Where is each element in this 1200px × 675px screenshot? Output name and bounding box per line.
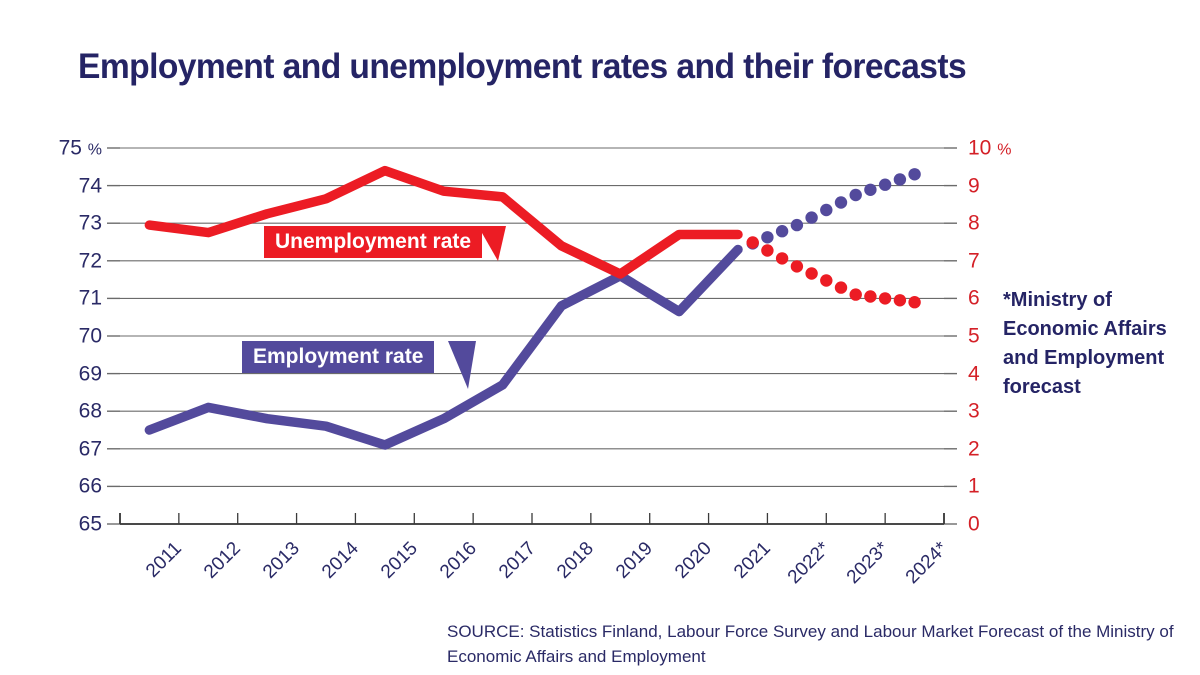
series-line-employment (144, 244, 743, 450)
axis-frame (119, 513, 945, 525)
forecast-dot (849, 188, 862, 202)
y-axis-right-tick-label: 7 (968, 249, 980, 273)
forecast-dot (908, 168, 921, 181)
y-axis-right-tick-label: 3 (968, 399, 980, 423)
forecast-dot (878, 178, 892, 191)
forecast-dot (864, 290, 877, 303)
y-axis-left-tick-label: 71 (78, 286, 102, 310)
forecast-dot (834, 196, 848, 209)
forecast-dot (805, 267, 818, 280)
series-layer (144, 165, 921, 450)
y-axis-right-tick-label: 4 (968, 362, 980, 386)
forecast-dot (805, 211, 818, 224)
y-axis-left-tick-label: 66 (78, 474, 102, 498)
y-axis-right-tick-label: 0 (968, 512, 980, 536)
forecast-dot (849, 288, 862, 301)
forecast-dot (893, 294, 907, 307)
callout-tails (448, 226, 506, 389)
y-axis-right-tick-label: 1 (968, 474, 980, 498)
forecast-dot (790, 218, 804, 232)
forecast-dot (775, 252, 789, 265)
y-axis-left-tick-label: 74 (78, 174, 102, 198)
y-axis-left-tick-label: 65 (78, 512, 102, 536)
y-axis-left-tick-label: 67 (78, 437, 102, 461)
legend-callout-unemployment: Unemployment rate (264, 226, 483, 258)
y-axis-right-tick-label: 2 (968, 437, 980, 461)
forecast-dot (746, 236, 759, 249)
forecast-note: *Ministry of Economic Affairs and Employ… (1003, 289, 1167, 398)
y-axis-left-tick-label: 69 (78, 362, 102, 386)
forecast-dot (790, 260, 804, 273)
legend-callout-employment: Employment rate (242, 341, 435, 373)
forecast-dot (820, 203, 833, 217)
y-axis-left-tick-label: 75 % (58, 136, 102, 160)
y-axis-left-tick-label: 68 (78, 399, 102, 423)
y-axis-right-tick-label: 5 (968, 324, 980, 348)
forecast-dot (834, 281, 848, 294)
forecast-dot (864, 183, 877, 196)
y-axis-right-tick-label: 6 (968, 286, 980, 310)
forecast-dot (908, 296, 921, 309)
y-axis-right-tick-label: 8 (968, 211, 980, 235)
forecast-dot (820, 274, 833, 287)
forecast-dot (893, 173, 907, 186)
gridlines (107, 147, 957, 525)
forecast-dot (761, 244, 774, 257)
y-axis-left-tick-label: 72 (78, 249, 102, 273)
forecast-dot (761, 231, 774, 244)
y-axis-right-tick-label: 9 (968, 174, 980, 198)
callout-tail-employment (448, 341, 476, 389)
y-axis-right-tick-label: 10 % (968, 136, 1012, 160)
page-title: Employment and unemployment rates and th… (78, 47, 967, 86)
y-axis-left-tick-label: 73 (78, 211, 102, 235)
callout-tail-unemployment (478, 226, 506, 261)
forecast-dot (878, 292, 892, 305)
series-line-unemployment (144, 165, 743, 279)
source-note: SOURCE: Statistics Finland, Labour Force… (447, 622, 1174, 666)
y-axis-left-tick-label: 70 (78, 324, 102, 348)
x-axis-ticks (119, 513, 945, 524)
forecast-dot (775, 225, 789, 238)
